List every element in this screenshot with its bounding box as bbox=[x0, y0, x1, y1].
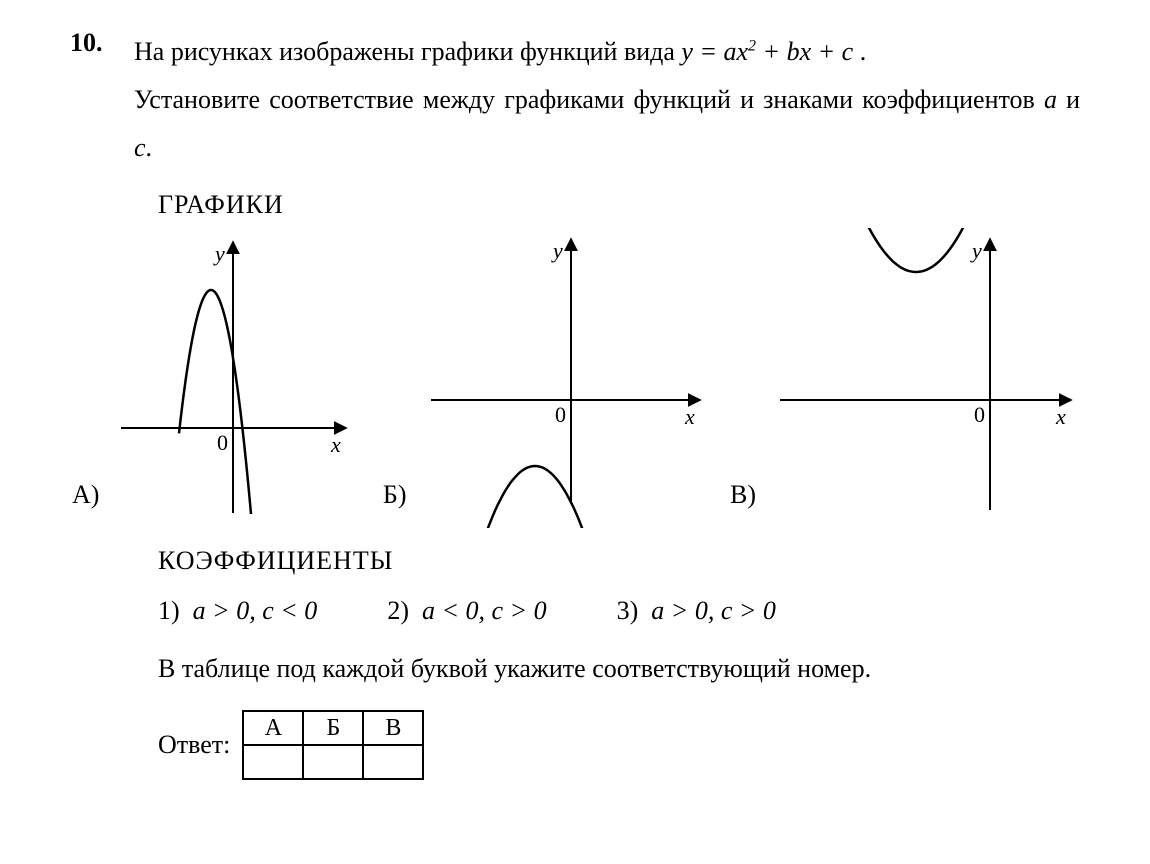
problem-number: 10. bbox=[70, 28, 110, 58]
svg-text:x: x bbox=[1055, 404, 1066, 429]
coeff-option-1-text: a > 0, c < 0 bbox=[193, 596, 318, 625]
graphs-row: А) y x 0 Б) y x 0 В) y x 0 bbox=[72, 228, 1080, 528]
answer-cell-c[interactable] bbox=[363, 745, 423, 779]
graph-a-label: А) bbox=[72, 480, 99, 510]
svg-text:0: 0 bbox=[974, 402, 985, 427]
svg-text:y: y bbox=[551, 238, 563, 263]
problem-header: 10. На рисунках изображены графики функц… bbox=[70, 28, 1080, 172]
coefficients-title: КОЭФФИЦИЕНТЫ bbox=[158, 546, 1080, 576]
coeff-option-1: 1) a > 0, c < 0 bbox=[158, 596, 317, 626]
graph-c-label: В) bbox=[730, 480, 756, 510]
svg-text:0: 0 bbox=[217, 430, 228, 455]
answer-row: Ответ: А Б В bbox=[158, 710, 1080, 780]
coeff-option-2-text: a < 0, c > 0 bbox=[422, 596, 547, 625]
coeff-option-3-n: 3) bbox=[617, 596, 639, 625]
graphs-title: ГРАФИКИ bbox=[158, 190, 1080, 220]
problem-text-2: Установите соответствие между графиками … bbox=[134, 85, 1044, 114]
graph-b-svg: y x 0 bbox=[411, 228, 711, 528]
coeff-options: 1) a > 0, c < 0 2) a < 0, c > 0 3) a > 0… bbox=[158, 596, 1080, 626]
coeff-option-3: 3) a > 0, c > 0 bbox=[617, 596, 776, 626]
graph-c-svg: y x 0 bbox=[760, 228, 1080, 528]
instruction: В таблице под каждой буквой укажите соот… bbox=[158, 654, 1080, 684]
answer-cell-b[interactable] bbox=[303, 745, 363, 779]
answer-header-c: В bbox=[363, 711, 423, 745]
answer-input-row bbox=[243, 745, 423, 779]
coeff-option-2: 2) a < 0, c > 0 bbox=[387, 596, 546, 626]
answer-header-a: А bbox=[243, 711, 303, 745]
graph-a-svg: y x 0 bbox=[103, 228, 363, 528]
coeff-a: a bbox=[1044, 85, 1057, 114]
svg-text:y: y bbox=[970, 238, 982, 263]
conj: и bbox=[1057, 85, 1080, 114]
answer-label: Ответ: bbox=[158, 730, 230, 760]
svg-text:x: x bbox=[330, 432, 341, 457]
problem-period-2: . bbox=[146, 133, 153, 162]
problem-period-1: . bbox=[853, 37, 866, 66]
answer-header-b: Б bbox=[303, 711, 363, 745]
graph-b: Б) y x 0 bbox=[383, 228, 711, 528]
problem-text: На рисунках изображены графики функций в… bbox=[134, 28, 1080, 172]
answer-table: А Б В bbox=[242, 710, 424, 780]
graph-a: А) y x 0 bbox=[72, 228, 363, 528]
coeff-c: c bbox=[134, 133, 146, 162]
graph-c: В) y x 0 bbox=[730, 228, 1080, 528]
answer-header-row: А Б В bbox=[243, 711, 423, 745]
problem-text-1: На рисунках изображены графики функций в… bbox=[134, 37, 681, 66]
coeff-option-1-n: 1) bbox=[158, 596, 180, 625]
problem-formula: y = ax2 + bx + c bbox=[681, 37, 853, 66]
coeff-option-2-n: 2) bbox=[387, 596, 409, 625]
answer-cell-a[interactable] bbox=[243, 745, 303, 779]
svg-text:y: y bbox=[213, 241, 225, 266]
coeff-option-3-text: a > 0, c > 0 bbox=[651, 596, 776, 625]
svg-text:x: x bbox=[684, 404, 695, 429]
graph-b-label: Б) bbox=[383, 480, 407, 510]
svg-text:0: 0 bbox=[555, 402, 566, 427]
